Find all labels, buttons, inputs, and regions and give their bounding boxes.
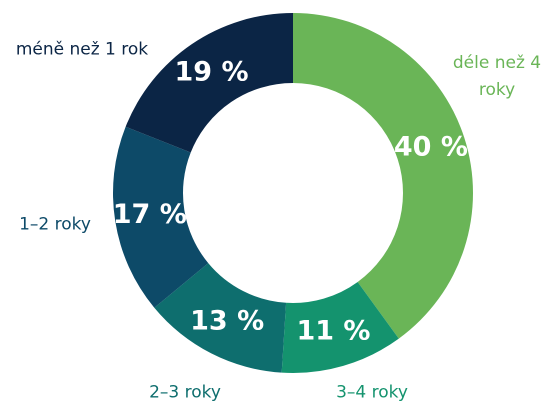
donut-segment — [293, 13, 473, 339]
value-label: 13 % — [190, 306, 264, 337]
category-label: 3–4 roky — [336, 382, 408, 403]
donut-segment — [281, 281, 399, 373]
donut-segment — [125, 13, 294, 153]
category-label: méně než 1 rok — [15, 39, 149, 60]
donut-segment — [154, 263, 287, 373]
value-label: 17 % — [113, 199, 187, 230]
value-label: 11 % — [296, 316, 370, 347]
value-label: 19 % — [174, 57, 248, 88]
value-label: 40 % — [394, 132, 468, 163]
category-label: 2–3 roky — [149, 382, 221, 403]
donut-segment — [113, 126, 209, 308]
category-label: 1–2 roky — [19, 214, 91, 235]
category-label: déle než 4 roky — [452, 53, 542, 100]
